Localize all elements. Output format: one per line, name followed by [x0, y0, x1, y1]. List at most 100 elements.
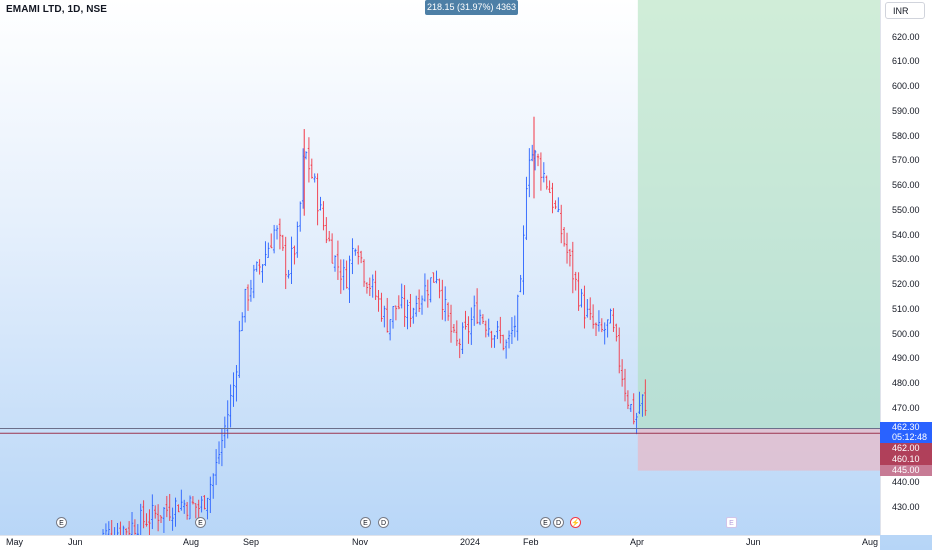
x-tick-label: Feb	[523, 537, 539, 547]
split-event-icon[interactable]: ⚡	[570, 517, 581, 528]
candle	[528, 148, 531, 198]
candle	[168, 493, 171, 521]
candle	[577, 272, 580, 311]
candle	[400, 283, 403, 309]
candle	[243, 288, 247, 323]
candle	[357, 245, 360, 265]
candle	[403, 285, 406, 327]
stop-line-price-tag: 460.10	[880, 454, 932, 465]
candle	[629, 403, 633, 412]
candle	[583, 285, 586, 329]
candle	[127, 521, 131, 538]
candle	[246, 284, 250, 311]
candle	[458, 338, 461, 359]
candle	[264, 241, 267, 267]
y-tick-label: 620.00	[892, 31, 920, 42]
time-axis[interactable]	[0, 535, 880, 550]
candle	[206, 497, 209, 520]
candle	[470, 307, 473, 345]
earnings-upcoming-event-icon[interactable]: E	[726, 517, 737, 528]
measure-label: 218.15 (31.97%) 4363	[425, 0, 518, 15]
candle	[554, 200, 557, 210]
candle	[365, 282, 369, 294]
earnings-event-icon[interactable]: E	[195, 517, 206, 528]
candle	[615, 323, 618, 342]
candle	[618, 327, 621, 374]
candle	[441, 279, 444, 320]
candle	[232, 372, 235, 407]
candle	[560, 204, 563, 244]
candle	[209, 476, 212, 514]
candle	[409, 293, 412, 328]
candle	[348, 255, 351, 304]
candle	[386, 297, 389, 333]
candle	[200, 496, 203, 513]
dividend-event-icon[interactable]: D	[553, 517, 564, 528]
candle	[626, 390, 630, 410]
candle	[223, 416, 227, 449]
candle	[525, 176, 528, 241]
candle	[229, 384, 232, 428]
candle	[290, 236, 293, 285]
candle	[435, 270, 438, 284]
candle	[612, 308, 615, 332]
candle	[154, 505, 157, 519]
y-tick-label: 510.00	[892, 303, 920, 314]
candle	[374, 270, 377, 300]
candle	[270, 233, 273, 249]
candle	[502, 334, 505, 351]
entry-price-tag: 462.00	[880, 443, 932, 454]
candle	[632, 393, 635, 425]
candle	[299, 201, 302, 232]
currency-button[interactable]: INR	[885, 2, 925, 19]
candle	[328, 230, 331, 242]
candle	[322, 201, 325, 231]
x-tick-label: Apr	[630, 537, 645, 547]
candle	[449, 304, 453, 343]
candle	[574, 271, 577, 291]
candle	[594, 322, 598, 336]
candle	[388, 319, 392, 341]
stop-zone[interactable]	[637, 428, 880, 471]
candle	[542, 162, 546, 183]
candle	[319, 196, 322, 211]
earnings-event-icon[interactable]: E	[56, 517, 67, 528]
candle	[304, 151, 308, 160]
candle	[188, 495, 192, 520]
candle	[284, 236, 287, 290]
candle	[473, 295, 476, 326]
y-tick-label: 580.00	[892, 130, 920, 141]
dividend-event-icon[interactable]: D	[378, 517, 389, 528]
candle	[339, 259, 343, 294]
candle	[180, 489, 183, 511]
candle	[162, 507, 166, 533]
candle	[597, 310, 601, 332]
candle	[438, 278, 441, 299]
candle	[603, 322, 606, 345]
candle	[281, 234, 285, 251]
symbol-title: EMAMI LTD, 1D, NSE	[6, 4, 108, 15]
candle	[217, 441, 221, 465]
earnings-event-icon[interactable]: E	[540, 517, 551, 528]
x-tick-label: Aug	[862, 537, 879, 547]
y-tick-label: 480.00	[892, 378, 920, 388]
x-tick-label: May	[6, 537, 24, 547]
earnings-event-icon[interactable]: E	[360, 517, 371, 528]
candle	[368, 277, 372, 297]
y-tick-label: 610.00	[892, 56, 920, 67]
target-zone[interactable]	[637, 0, 880, 429]
candle	[249, 279, 253, 302]
candle	[487, 318, 490, 337]
candle	[565, 232, 569, 264]
candle	[293, 245, 296, 265]
candle	[267, 242, 270, 258]
candle	[171, 507, 174, 531]
candle	[557, 197, 560, 213]
candle	[562, 227, 566, 247]
candle	[539, 152, 543, 191]
y-tick-label: 430.00	[892, 501, 920, 512]
y-tick-label: 500.00	[892, 328, 920, 339]
candle	[156, 504, 160, 532]
